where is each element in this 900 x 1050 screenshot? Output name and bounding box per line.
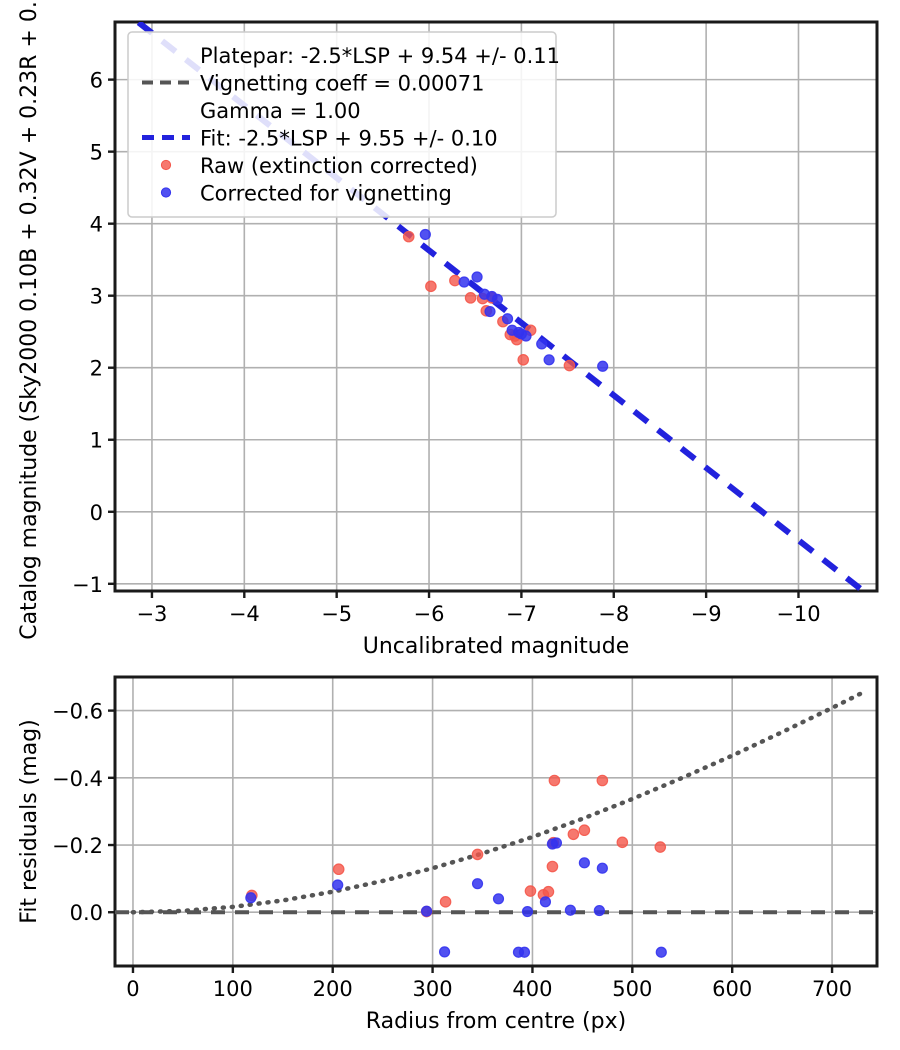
data-point	[616, 836, 629, 849]
data-point	[484, 305, 496, 318]
data-point	[332, 879, 344, 891]
axes-residuals-plot: 0 100 200 300 400 500 600 700 0.0 −0.2 −0.4 −0.6 Rad…	[17, 675, 879, 1034]
xtick-label-4: −7	[506, 602, 537, 626]
data-point	[518, 946, 531, 958]
data-point	[471, 848, 484, 861]
data-point	[449, 274, 461, 287]
data-point	[458, 276, 470, 288]
data-point	[501, 313, 514, 325]
data-point	[419, 228, 431, 241]
yaxis-label: Catalog magnitude (Sky2000 0.10B + 0.32V…	[17, 0, 42, 640]
xtick-label-3: −6	[414, 602, 445, 626]
data-point	[596, 774, 609, 787]
data-point	[550, 837, 563, 849]
data-point	[593, 904, 605, 917]
xtick-label-1: 100	[213, 977, 253, 1001]
xtick-label-1: −4	[229, 602, 260, 626]
legend-label-0: Platepar: -2.5*LSP + 9.54 +/- 0.11	[200, 44, 560, 68]
xtick-label-5: −8	[598, 602, 629, 626]
plot-frame	[113, 675, 879, 968]
data-point	[596, 862, 608, 874]
data-point	[471, 271, 483, 283]
data-point	[464, 292, 477, 304]
data-point	[578, 824, 591, 837]
data-point	[420, 905, 433, 917]
data-point	[438, 946, 451, 958]
data-point	[521, 905, 534, 918]
ytick-label-3: 2	[90, 357, 103, 381]
legend-marker-dot-blue	[160, 187, 172, 198]
xtick-label-2: 200	[313, 977, 353, 1001]
series-group-residuals-plot	[115, 688, 877, 958]
ytick-label-4: 3	[90, 285, 103, 309]
xaxis-label: Radius from centre (px)	[366, 1009, 626, 1034]
legend: Platepar: -2.5*LSP + 9.54 +/- 0.11 Vignet…	[127, 31, 560, 218]
legend-label-5: Corrected for vignetting	[200, 182, 452, 206]
legend-label-3: Fit: -2.5*LSP + 9.55 +/- 0.10	[200, 127, 498, 151]
series-line-1	[130, 688, 870, 915]
data-point	[539, 896, 552, 908]
legend-label-1: Vignetting coeff = 0.00071	[200, 72, 484, 96]
legend-label-2: Gamma = 1.00	[200, 99, 361, 123]
xtick-label-3: 300	[413, 977, 453, 1001]
ytick-label-5: 4	[90, 213, 103, 237]
data-point	[563, 359, 576, 372]
data-point	[654, 841, 667, 853]
xtick-label-2: −5	[321, 602, 352, 626]
legend-marker-dot-red	[160, 159, 172, 171]
data-point	[536, 338, 548, 350]
data-point	[564, 904, 577, 916]
data-point	[517, 353, 530, 366]
ytick-label-2: 1	[90, 429, 103, 453]
yaxis-label: Fit residuals (mag)	[17, 719, 42, 923]
data-point	[425, 280, 437, 293]
legend-box	[127, 31, 557, 218]
ytick-label-0: −1	[72, 573, 103, 597]
data-point	[655, 946, 667, 958]
data-point	[332, 863, 345, 876]
data-point	[524, 885, 537, 897]
data-point	[471, 878, 484, 890]
xtick-label-7: −10	[776, 602, 820, 626]
data-point	[578, 857, 590, 869]
ytick-label-3: −0.6	[52, 700, 103, 724]
data-point	[245, 892, 257, 904]
data-point	[567, 828, 580, 841]
data-point	[491, 293, 503, 305]
ytick-label-7: 6	[90, 69, 103, 93]
ytick-label-2: −0.4	[52, 767, 103, 791]
data-point	[542, 885, 555, 898]
data-point	[402, 230, 415, 243]
data-point	[439, 896, 452, 908]
plot-frame	[113, 20, 879, 593]
data-point	[548, 774, 561, 787]
data-point	[492, 893, 505, 905]
data-point	[546, 860, 559, 873]
xaxis-label: Uncalibrated magnitude	[363, 634, 629, 659]
data-point	[597, 360, 609, 372]
xtick-label-6: −9	[691, 602, 722, 626]
xtick-label-4: 400	[512, 977, 552, 1001]
data-point	[520, 330, 532, 342]
legend-label-4: Raw (extinction corrected)	[200, 154, 478, 178]
ytick-label-1: −0.2	[52, 834, 103, 858]
ytick-label-0: 0.0	[70, 901, 103, 925]
ytick-label-1: 0	[90, 501, 103, 525]
ytick-label-6: 5	[90, 141, 103, 165]
xtick-label-0: −3	[136, 602, 167, 626]
xtick-label-6: 600	[712, 977, 752, 1001]
data-point	[543, 354, 555, 366]
xtick-label-7: 700	[812, 977, 852, 1001]
xtick-label-0: 0	[126, 977, 139, 1001]
xtick-label-5: 500	[612, 977, 652, 1001]
